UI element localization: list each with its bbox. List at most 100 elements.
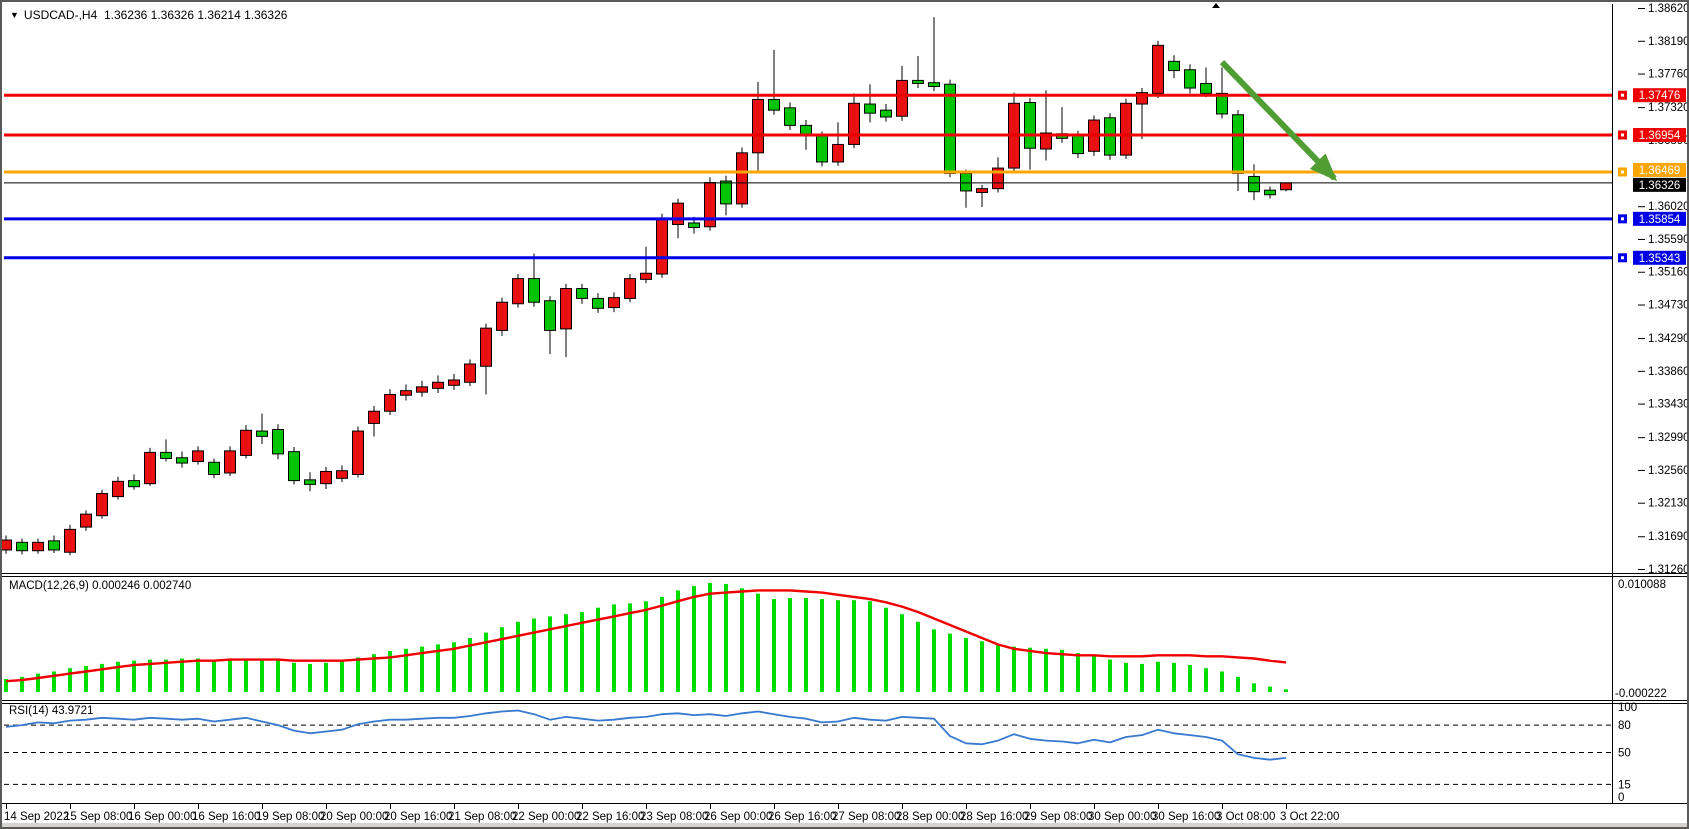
svg-text:15 Sep 08:00: 15 Sep 08:00	[64, 811, 132, 823]
svg-text:14 Sep 2022: 14 Sep 2022	[4, 811, 69, 823]
candle	[704, 177, 716, 231]
svg-text:16 Sep 16:00: 16 Sep 16:00	[192, 811, 260, 823]
candle	[864, 84, 876, 123]
candle	[64, 524, 76, 556]
downtrend-arrow[interactable]	[1219, 60, 1338, 182]
symbol-name: USDCAD-,H4	[23, 8, 98, 22]
rsi-indicator-label: RSI(14) 43.9721	[9, 705, 94, 717]
macd-histogram-bar	[772, 599, 776, 692]
candle	[912, 56, 924, 89]
hline-1.36954[interactable]	[4, 130, 1627, 140]
candle	[928, 17, 940, 92]
symbol-dropdown-icon[interactable]: ▼	[10, 10, 19, 20]
macd-histogram-bar	[372, 654, 376, 692]
candle	[208, 458, 220, 479]
svg-text:1.35343: 1.35343	[1639, 253, 1681, 265]
candle	[608, 292, 620, 313]
svg-text:80: 80	[1618, 720, 1631, 732]
horizontal-levels[interactable]	[4, 90, 1627, 263]
svg-text:28 Sep 00:00: 28 Sep 00:00	[896, 811, 964, 823]
candle	[256, 413, 268, 445]
svg-text:3 Oct 22:00: 3 Oct 22:00	[1280, 811, 1339, 823]
macd-histogram-bar	[132, 660, 136, 692]
macd-histogram-bar	[116, 661, 120, 692]
svg-text:1.36469: 1.36469	[1639, 165, 1681, 177]
svg-text:1.37320: 1.37320	[1648, 102, 1687, 114]
macd-histogram-bar	[100, 663, 104, 692]
price-badge-1.37476: 1.37476	[1633, 88, 1686, 103]
candle	[720, 175, 732, 216]
svg-text:3 Oct 08:00: 3 Oct 08:00	[1216, 811, 1275, 823]
macd-histogram-bar	[324, 662, 328, 692]
svg-text:20 Sep 16:00: 20 Sep 16:00	[384, 811, 452, 823]
macd-histogram-bar	[468, 637, 472, 692]
candle	[272, 424, 284, 460]
svg-text:30 Sep 00:00: 30 Sep 00:00	[1088, 811, 1156, 823]
hline-1.35854[interactable]	[4, 214, 1627, 224]
candle	[416, 380, 428, 397]
macd-histogram-bar	[996, 644, 1000, 692]
macd-histogram-bar	[420, 646, 424, 692]
candlestick-series	[2, 17, 1292, 556]
macd-histogram-bar	[932, 629, 936, 692]
macd-indicator-label: MACD(12,26,9) 0.000246 0.002740	[9, 580, 192, 592]
candle	[656, 213, 668, 278]
macd-histogram-bar	[1252, 683, 1256, 692]
macd-histogram-bar	[740, 588, 744, 692]
macd-histogram-bar	[868, 601, 872, 692]
macd-histogram-bar	[980, 641, 984, 692]
candle	[1280, 182, 1292, 192]
macd-histogram-bar	[148, 659, 152, 692]
macd-histogram-bar	[644, 601, 648, 692]
macd-histogram-bar	[900, 614, 904, 692]
macd-histogram-bar	[1140, 663, 1144, 692]
candle	[320, 466, 332, 489]
svg-text:1.35854: 1.35854	[1639, 214, 1681, 226]
macd-histogram-bar	[708, 582, 712, 692]
candle	[832, 122, 844, 166]
candle	[336, 465, 348, 483]
macd-histogram-bar	[516, 621, 520, 692]
svg-text:0: 0	[1618, 792, 1624, 804]
candle	[112, 476, 124, 500]
macd-histogram-bar	[1156, 661, 1160, 692]
macd-histogram-bar	[452, 642, 456, 692]
price-badge-1.35854: 1.35854	[1633, 211, 1686, 226]
macd-histogram-bar	[884, 607, 888, 692]
svg-text:1.35590: 1.35590	[1648, 234, 1687, 246]
candle	[816, 131, 828, 167]
svg-text:29 Sep 08:00: 29 Sep 08:00	[1024, 811, 1092, 823]
macd-histogram-bar	[212, 659, 216, 692]
svg-text:22 Sep 16:00: 22 Sep 16:00	[576, 811, 644, 823]
window-bottom-strip	[2, 823, 1687, 827]
candle	[560, 283, 572, 358]
svg-text:15: 15	[1618, 779, 1631, 791]
macd-histogram-bar	[948, 633, 952, 692]
svg-text:20 Sep 00:00: 20 Sep 00:00	[320, 811, 388, 823]
hline-1.35343[interactable]	[4, 253, 1627, 263]
hline-1.36469[interactable]	[4, 167, 1627, 177]
candle	[1264, 186, 1276, 199]
price-badge-1.36954: 1.36954	[1633, 127, 1686, 142]
macd-histogram-bar	[228, 659, 232, 692]
hline-1.37476[interactable]	[4, 90, 1627, 100]
macd-histogram-bar	[292, 662, 296, 692]
macd-histogram-bar	[20, 676, 24, 692]
candle	[544, 296, 556, 355]
macd-histogram-bar	[724, 583, 728, 692]
candle	[448, 373, 460, 390]
macd-histogram-bar	[788, 597, 792, 692]
macd-histogram-bar	[404, 648, 408, 692]
macd-histogram-bar	[1268, 686, 1272, 692]
rsi-line	[5, 709, 1287, 761]
svg-text:1.38190: 1.38190	[1648, 36, 1687, 48]
candle	[464, 359, 476, 387]
candle	[400, 384, 412, 401]
candle	[1232, 110, 1244, 191]
price-badge-1.36469: 1.36469	[1633, 162, 1686, 177]
svg-text:0.010088: 0.010088	[1618, 579, 1666, 591]
candle	[1168, 55, 1180, 79]
macd-histogram-bar	[1284, 689, 1288, 692]
